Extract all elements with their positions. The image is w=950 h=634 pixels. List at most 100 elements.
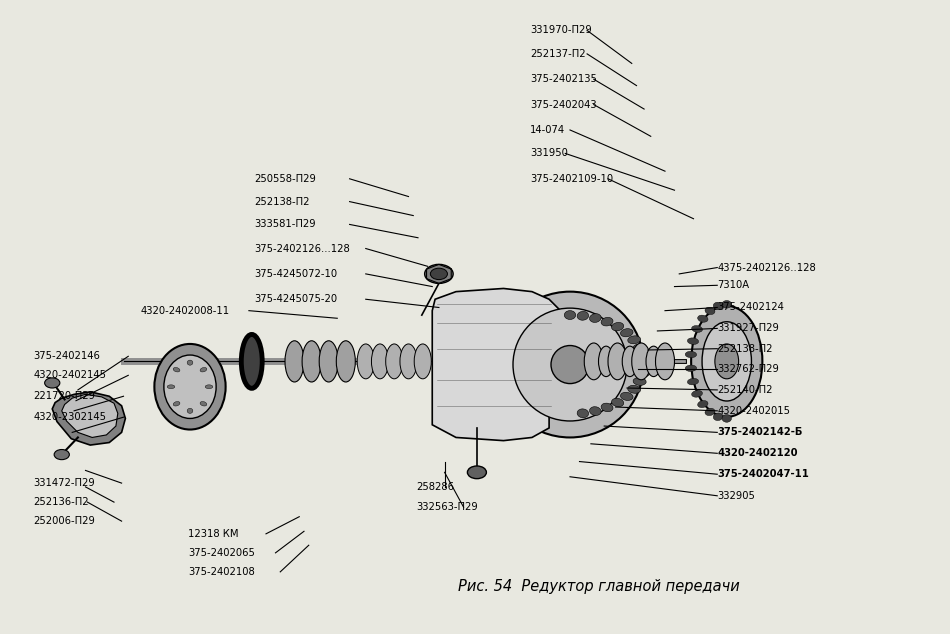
Ellipse shape bbox=[590, 406, 601, 415]
Text: 333581-П29: 333581-П29 bbox=[255, 219, 316, 230]
Text: 7310А: 7310А bbox=[717, 280, 750, 290]
Ellipse shape bbox=[685, 351, 696, 358]
Ellipse shape bbox=[319, 341, 338, 382]
Ellipse shape bbox=[371, 344, 389, 379]
Ellipse shape bbox=[173, 368, 180, 372]
Ellipse shape bbox=[620, 392, 633, 401]
Text: 332563-П29: 332563-П29 bbox=[416, 502, 478, 512]
Ellipse shape bbox=[692, 326, 702, 332]
Text: 252138-П2: 252138-П2 bbox=[255, 197, 310, 207]
Text: 252140-П2: 252140-П2 bbox=[717, 385, 772, 395]
Text: 375-4245072-10: 375-4245072-10 bbox=[255, 269, 338, 279]
Ellipse shape bbox=[692, 391, 702, 397]
Ellipse shape bbox=[467, 466, 486, 479]
Ellipse shape bbox=[697, 315, 708, 322]
Text: 375-2402065: 375-2402065 bbox=[188, 548, 255, 558]
Ellipse shape bbox=[578, 311, 589, 320]
Ellipse shape bbox=[513, 308, 627, 421]
Ellipse shape bbox=[200, 401, 207, 406]
Ellipse shape bbox=[167, 385, 175, 389]
Ellipse shape bbox=[685, 365, 696, 372]
Text: 14-074: 14-074 bbox=[530, 125, 565, 135]
Text: 4320-2402015: 4320-2402015 bbox=[717, 406, 790, 416]
Text: 250558-П29: 250558-П29 bbox=[255, 174, 316, 184]
Text: 375-2402146: 375-2402146 bbox=[33, 351, 100, 361]
Text: 375-4245075-20: 375-4245075-20 bbox=[255, 294, 338, 304]
Ellipse shape bbox=[584, 343, 603, 380]
Circle shape bbox=[45, 378, 60, 388]
Text: 4375-2402126..128: 4375-2402126..128 bbox=[717, 262, 816, 273]
Ellipse shape bbox=[656, 343, 674, 380]
Ellipse shape bbox=[400, 344, 417, 379]
Ellipse shape bbox=[173, 401, 180, 406]
Text: Рис. 54  Редуктор главной передачи: Рис. 54 Редуктор главной передачи bbox=[458, 579, 739, 594]
Ellipse shape bbox=[425, 264, 453, 283]
Ellipse shape bbox=[692, 306, 762, 417]
Polygon shape bbox=[432, 288, 560, 441]
Text: 375-2402108: 375-2402108 bbox=[188, 567, 255, 577]
Ellipse shape bbox=[551, 346, 589, 384]
Text: 332762-П29: 332762-П29 bbox=[717, 364, 779, 374]
Text: 4320-2402008-11: 4320-2402008-11 bbox=[141, 306, 230, 316]
Ellipse shape bbox=[187, 408, 193, 413]
Ellipse shape bbox=[722, 415, 732, 422]
Polygon shape bbox=[62, 394, 118, 437]
Ellipse shape bbox=[241, 335, 262, 388]
Ellipse shape bbox=[714, 344, 739, 379]
Text: 4320-2402120: 4320-2402120 bbox=[717, 448, 798, 458]
Text: 331472-П29: 331472-П29 bbox=[33, 478, 95, 488]
Ellipse shape bbox=[590, 314, 601, 323]
Ellipse shape bbox=[598, 346, 614, 377]
Ellipse shape bbox=[386, 344, 403, 379]
Ellipse shape bbox=[646, 346, 661, 377]
Ellipse shape bbox=[697, 401, 708, 408]
Text: 375-2402135: 375-2402135 bbox=[530, 74, 597, 84]
Ellipse shape bbox=[601, 403, 613, 411]
Ellipse shape bbox=[578, 409, 589, 418]
Text: 252137-П2: 252137-П2 bbox=[530, 49, 586, 59]
Text: 331970-П29: 331970-П29 bbox=[530, 25, 592, 36]
Ellipse shape bbox=[688, 338, 698, 344]
Text: 252006-П29: 252006-П29 bbox=[33, 516, 95, 526]
Text: 252138-П2: 252138-П2 bbox=[717, 344, 772, 354]
Text: 4320-2302145: 4320-2302145 bbox=[33, 412, 106, 422]
Ellipse shape bbox=[496, 292, 644, 437]
Circle shape bbox=[54, 450, 69, 460]
Text: 375-2402047-11: 375-2402047-11 bbox=[717, 469, 809, 479]
Ellipse shape bbox=[702, 322, 751, 401]
Ellipse shape bbox=[302, 341, 321, 382]
Ellipse shape bbox=[722, 301, 732, 308]
Text: 252136-П2: 252136-П2 bbox=[33, 497, 89, 507]
Ellipse shape bbox=[430, 268, 447, 280]
Text: 332905: 332905 bbox=[717, 491, 755, 501]
Text: 12318 КМ: 12318 КМ bbox=[188, 529, 238, 539]
Ellipse shape bbox=[612, 398, 624, 406]
Ellipse shape bbox=[564, 311, 576, 320]
Ellipse shape bbox=[628, 336, 640, 344]
Text: 375-2402124: 375-2402124 bbox=[717, 302, 784, 313]
Text: 375-2402126...128: 375-2402126...128 bbox=[255, 243, 351, 254]
Text: 375-2402142-Б: 375-2402142-Б bbox=[717, 427, 803, 437]
Ellipse shape bbox=[628, 385, 640, 393]
Ellipse shape bbox=[688, 378, 698, 385]
Ellipse shape bbox=[636, 370, 650, 377]
Ellipse shape bbox=[200, 368, 207, 372]
Ellipse shape bbox=[163, 355, 217, 418]
Polygon shape bbox=[52, 392, 125, 445]
Ellipse shape bbox=[336, 341, 355, 382]
Ellipse shape bbox=[620, 328, 633, 337]
Ellipse shape bbox=[705, 408, 715, 415]
Text: 4320-2402145: 4320-2402145 bbox=[33, 370, 106, 380]
Ellipse shape bbox=[633, 344, 646, 351]
Ellipse shape bbox=[154, 344, 226, 430]
Ellipse shape bbox=[636, 352, 650, 359]
Text: 375-2402109-10: 375-2402109-10 bbox=[530, 174, 614, 184]
Text: 331950: 331950 bbox=[530, 148, 568, 158]
Ellipse shape bbox=[414, 344, 431, 379]
Ellipse shape bbox=[713, 302, 723, 310]
Ellipse shape bbox=[632, 343, 651, 380]
Text: 331927-П29: 331927-П29 bbox=[717, 323, 779, 333]
Ellipse shape bbox=[357, 344, 374, 379]
Ellipse shape bbox=[612, 323, 624, 331]
Ellipse shape bbox=[608, 343, 627, 380]
